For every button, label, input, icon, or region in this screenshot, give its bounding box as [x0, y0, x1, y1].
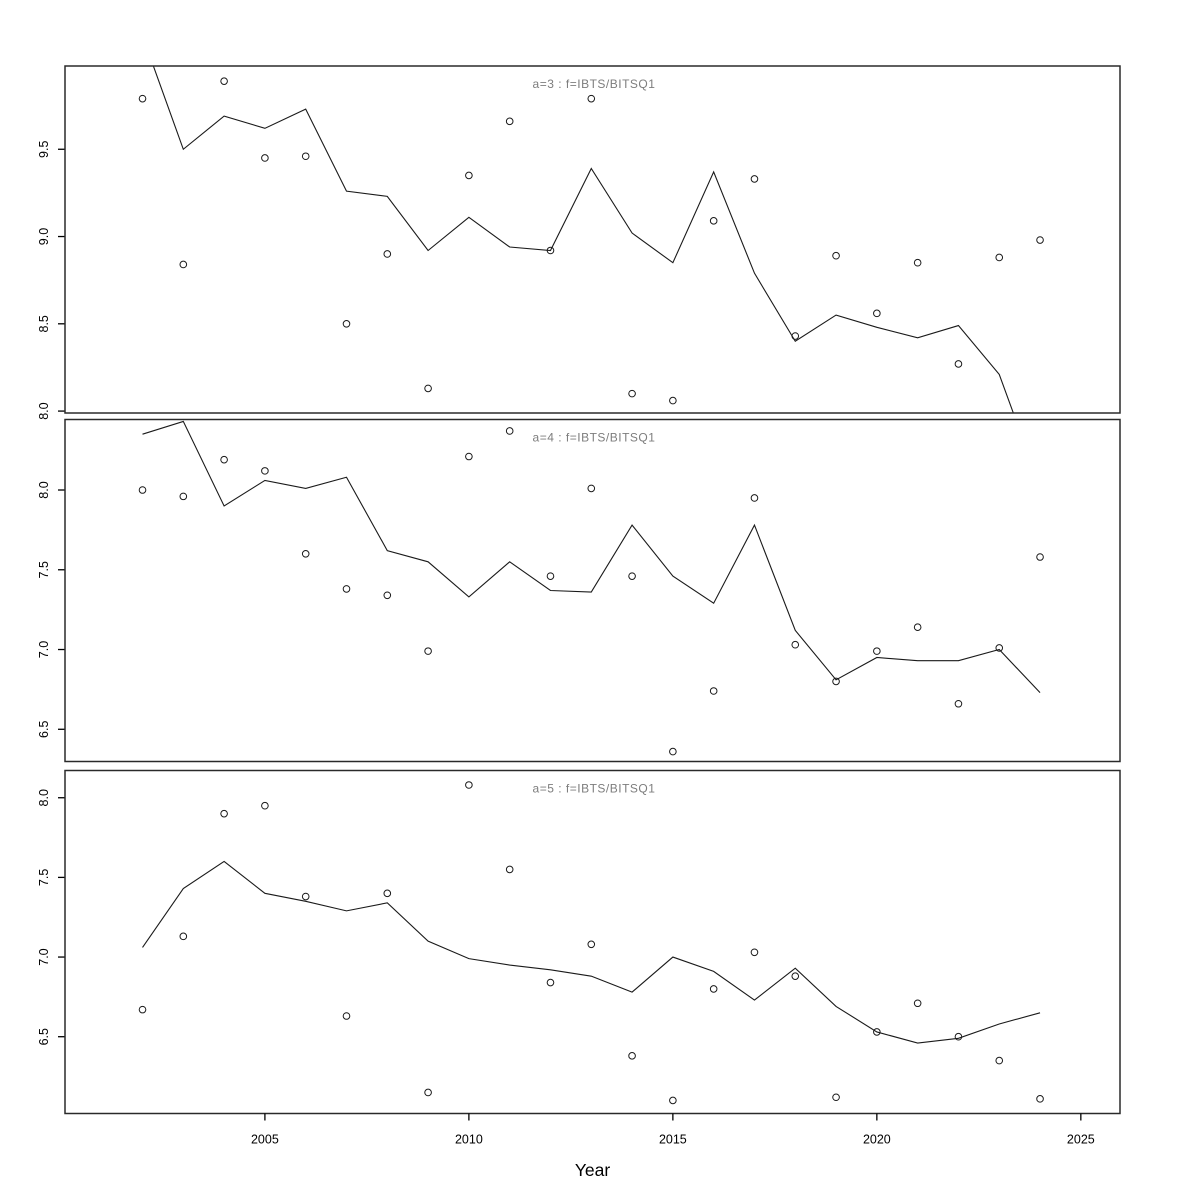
data-point [750, 494, 759, 502]
data-point [1036, 553, 1044, 561]
data-point [383, 889, 392, 898]
data-point [465, 781, 473, 789]
data-point [261, 467, 269, 475]
data-point [179, 260, 188, 269]
data-point [709, 985, 718, 993]
data-point [587, 94, 596, 103]
data-point [301, 892, 310, 901]
data-point [220, 455, 228, 464]
data-point [383, 250, 392, 258]
data-point [465, 452, 473, 461]
data-point [709, 217, 718, 225]
fitted-line-panel-2 [142, 420, 1041, 693]
x-axis-title: Year [574, 1160, 611, 1180]
data-point [628, 572, 636, 580]
data-point [138, 1005, 147, 1014]
data-point [750, 175, 759, 183]
data-point [342, 1012, 351, 1020]
data-point [873, 647, 881, 655]
x-tick-label: 2025 [1067, 1133, 1095, 1147]
x-tick-label: 2020 [863, 1133, 891, 1147]
fitted-line-panel-1 [152, 66, 1014, 413]
data-point [587, 940, 596, 949]
data-point [179, 492, 188, 501]
data-point [995, 253, 1004, 262]
data-point [954, 699, 963, 708]
data-point [913, 999, 922, 1008]
data-point [1036, 1095, 1044, 1103]
y-tick-label: 9.0 [37, 228, 51, 245]
data-point [669, 747, 677, 756]
data-point [1036, 236, 1044, 244]
data-point [301, 550, 310, 558]
data-point [505, 427, 514, 435]
data-point [954, 360, 963, 368]
data-point [873, 1028, 881, 1036]
data-point [505, 117, 514, 126]
data-point [261, 801, 269, 810]
y-tick-label: 8.0 [37, 481, 51, 498]
data-point [465, 171, 473, 180]
y-tick-label: 6.5 [37, 1028, 51, 1045]
data-point [791, 640, 800, 649]
data-point [913, 258, 922, 267]
panel-title-1: a=3 : f=IBTS/BITSQ1 [533, 77, 656, 91]
data-point [873, 309, 881, 318]
data-point [424, 647, 432, 655]
data-point [424, 384, 432, 393]
y-tick-label: 8.5 [37, 315, 51, 332]
data-point [587, 484, 596, 493]
y-tick-label: 8.0 [37, 402, 51, 419]
y-tick-label: 9.5 [37, 141, 51, 158]
data-point [220, 77, 228, 85]
data-point [669, 1096, 677, 1105]
data-point [179, 932, 188, 941]
data-point [546, 572, 555, 580]
panel-title-2: a=4 : f=IBTS/BITSQ1 [533, 431, 656, 445]
y-tick-label: 7.0 [37, 641, 51, 658]
data-point [138, 486, 147, 494]
fitted-line-panel-3 [142, 860, 1041, 1044]
panel-title-3: a=5 : f=IBTS/BITSQ1 [533, 782, 656, 796]
panel-box-2 [64, 418, 1121, 763]
data-point [791, 972, 800, 980]
data-point [832, 251, 840, 260]
data-point [832, 1093, 840, 1102]
data-point [995, 644, 1004, 652]
x-tick-label: 2005 [251, 1133, 279, 1147]
data-point [505, 865, 514, 874]
data-point [342, 585, 351, 593]
data-point [261, 154, 269, 162]
data-point [383, 591, 392, 600]
data-point [301, 152, 310, 161]
data-point [220, 809, 228, 818]
y-tick-label: 7.0 [37, 948, 51, 965]
data-point [424, 1088, 432, 1097]
x-tick-label: 2010 [455, 1133, 483, 1147]
data-point [138, 94, 147, 103]
x-tick-label: 2015 [659, 1133, 687, 1147]
data-point [709, 687, 718, 695]
data-point [628, 1052, 636, 1060]
data-point [913, 623, 922, 631]
data-point [995, 1056, 1004, 1065]
data-point [832, 677, 840, 686]
y-tick-label: 8.0 [37, 789, 51, 806]
data-point [669, 396, 677, 405]
y-tick-label: 7.5 [37, 561, 51, 578]
panel-box-3 [64, 769, 1121, 1115]
y-tick-label: 6.5 [37, 721, 51, 738]
data-point [750, 948, 759, 957]
data-point [546, 978, 555, 987]
y-tick-label: 7.5 [37, 869, 51, 886]
panel-box-1 [64, 65, 1121, 414]
data-point [628, 389, 636, 398]
data-point [342, 320, 351, 328]
